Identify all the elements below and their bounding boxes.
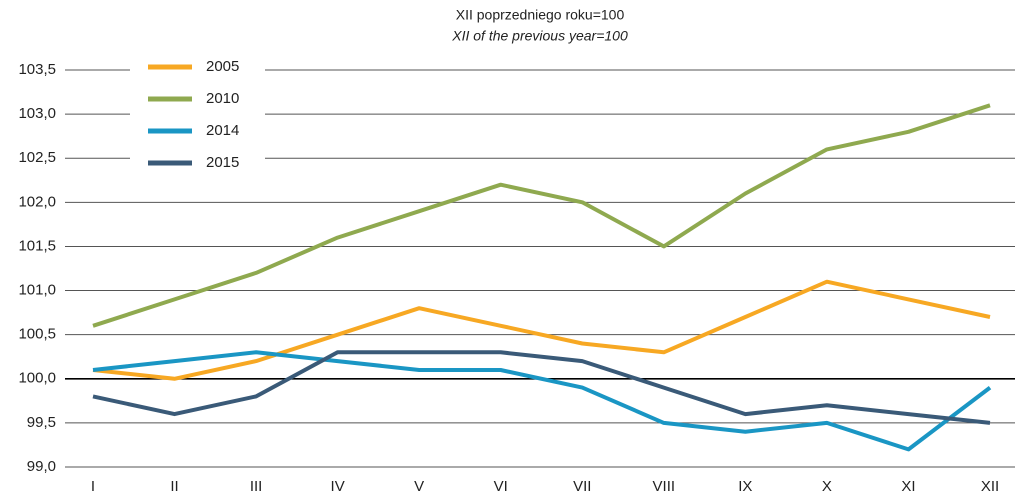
x-tick-label: V (414, 478, 424, 495)
y-tick-label: 100,5 (18, 326, 56, 343)
x-tick-label: IX (738, 478, 752, 495)
legend-label: 2010 (206, 90, 239, 107)
y-tick-label: 101,0 (18, 282, 56, 299)
chart-subtitle: XII of the previous year=100 (451, 28, 628, 44)
y-tick-label: 99,0 (27, 458, 56, 475)
y-tick-label: 102,5 (18, 149, 56, 166)
x-tick-label: VI (494, 478, 508, 495)
legend-label: 2015 (206, 154, 239, 171)
y-tick-label: 101,5 (18, 237, 56, 254)
chart-title: XII poprzedniego roku=100 (456, 7, 625, 23)
x-tick-label: VIII (653, 478, 676, 495)
x-tick-label: II (170, 478, 178, 495)
x-tick-label: IV (331, 478, 345, 495)
x-tick-label: XII (981, 478, 999, 495)
y-tick-label: 100,0 (18, 370, 56, 387)
y-tick-label: 103,0 (18, 105, 56, 122)
legend-label: 2014 (206, 122, 239, 139)
x-tick-label: XI (901, 478, 915, 495)
y-tick-label: 102,0 (18, 193, 56, 210)
series-line (92, 279, 991, 381)
series-line (92, 103, 991, 328)
x-tick-label: X (822, 478, 832, 495)
y-tick-label: 103,5 (18, 61, 56, 78)
x-tick-label: III (250, 478, 263, 495)
series-line (92, 350, 991, 425)
y-tick-label: 99,5 (27, 414, 56, 431)
x-tick-label: VII (573, 478, 591, 495)
series-line (92, 350, 992, 452)
legend-label: 2005 (206, 58, 239, 75)
x-tick-label: I (91, 478, 95, 495)
